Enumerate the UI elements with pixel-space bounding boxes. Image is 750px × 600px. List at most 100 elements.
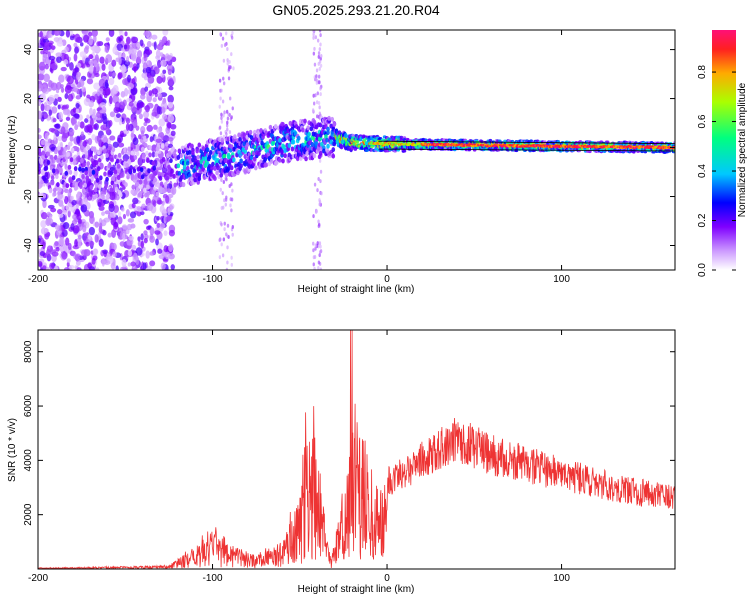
heatmap-cell <box>151 189 155 195</box>
heatmap-cell <box>69 62 74 71</box>
heatmap-cell <box>136 42 141 48</box>
heatmap-cell <box>332 121 337 127</box>
heatmap-cell <box>159 181 164 187</box>
heatmap-cell <box>81 249 88 257</box>
heatmap-cell <box>245 142 250 148</box>
heatmap-cell <box>109 170 114 176</box>
heatmap-cell <box>73 42 78 48</box>
heatmap-cell <box>42 193 47 199</box>
heatmap-cell <box>131 36 139 44</box>
heatmap-cell <box>114 186 119 192</box>
heatmap-cell <box>61 251 68 260</box>
heatmap-cell <box>52 187 57 193</box>
heatmap-cell <box>99 56 105 64</box>
heatmap-cell <box>146 124 154 132</box>
heatmap-cell <box>38 61 46 71</box>
heatmap-cell <box>55 123 61 129</box>
heatmap-cell <box>317 100 321 105</box>
heatmap-cell <box>74 33 81 43</box>
heatmap-cell <box>109 187 114 193</box>
heatmap-cell <box>113 169 118 175</box>
heatmap-cell <box>109 135 116 141</box>
heatmap-cell <box>207 154 212 160</box>
heatmap-cell <box>44 56 51 66</box>
heatmap-cell <box>84 118 89 124</box>
heatmap-cell <box>46 159 51 165</box>
heatmap-cell <box>65 116 71 121</box>
heatmap-cell <box>115 265 119 270</box>
heatmap-cell <box>219 172 224 178</box>
heatmap-cell <box>126 239 131 246</box>
heatmap-cell <box>117 211 122 217</box>
heatmap-cell <box>97 183 102 189</box>
heatmap-cell <box>226 260 229 265</box>
heatmap-cell <box>38 110 43 120</box>
heatmap-cell <box>319 42 322 47</box>
heatmap-cell <box>130 189 135 195</box>
heatmap-cell <box>99 222 103 230</box>
heatmap-cell <box>123 44 128 50</box>
heatmap-cell <box>69 135 74 142</box>
heatmap-cell <box>223 110 226 115</box>
heatmap-cell <box>79 121 85 129</box>
heatmap-cell <box>97 202 102 207</box>
heatmap-cell <box>136 103 140 111</box>
heatmap-cell <box>331 147 336 153</box>
heatmap-cell <box>226 61 229 66</box>
heatmap-cell <box>135 125 140 131</box>
heatmap-cell <box>225 232 228 237</box>
heatmap-cell <box>130 87 138 95</box>
heatmap-cell <box>157 248 163 254</box>
heatmap-cell <box>176 163 181 169</box>
heatmap-cell <box>230 208 233 213</box>
heatmap-cell <box>181 182 186 188</box>
heatmap-cell <box>153 186 157 191</box>
heatmap-cell <box>102 229 107 236</box>
heatmap-cell <box>215 170 219 176</box>
heatmap-cell <box>105 126 110 134</box>
heatmap-cell <box>220 222 223 227</box>
heatmap-cell <box>93 82 101 90</box>
snr-x-axis-label: Height of straight line (km) <box>298 584 415 595</box>
heatmap-cell <box>139 167 144 173</box>
heatmap-cell <box>196 154 201 160</box>
heatmap-cell <box>163 230 168 236</box>
heatmap-cell <box>105 176 109 182</box>
heatmap-cell <box>127 250 133 257</box>
heatmap-cell <box>290 146 295 152</box>
heatmap-cell <box>319 244 322 249</box>
heatmap-cell <box>280 149 284 155</box>
heatmap-cell <box>344 133 348 139</box>
heatmap-cell <box>238 137 242 143</box>
heatmap-cell <box>319 250 322 255</box>
heatmap-cell <box>58 199 64 207</box>
heatmap-cell <box>129 165 133 171</box>
heatmap-cell <box>58 237 65 246</box>
heatmap-cell <box>71 175 76 181</box>
heatmap-cell <box>316 188 319 193</box>
x-tick-label: 100 <box>553 274 570 285</box>
heatmap-cell <box>132 197 139 205</box>
heatmap-cell <box>227 154 232 160</box>
heatmap-cell <box>145 250 150 259</box>
heatmap-cell <box>218 78 222 83</box>
heatmap-cell <box>155 138 163 143</box>
heatmap-cell <box>168 243 174 253</box>
heatmap-cell <box>76 74 81 81</box>
heatmap-cell <box>64 188 69 194</box>
heatmap-cell <box>145 49 153 55</box>
heatmap-cell <box>58 213 64 218</box>
heatmap-cell <box>312 51 316 56</box>
heatmap-cell <box>136 62 140 69</box>
heatmap-cell <box>166 55 173 60</box>
heatmap-cell <box>219 131 223 136</box>
heatmap-cell <box>38 99 42 107</box>
heatmap-cell <box>86 161 91 167</box>
heatmap-cell <box>162 30 169 36</box>
heatmap-cell <box>50 82 58 91</box>
heatmap-cell <box>48 188 53 194</box>
heatmap-cell <box>42 30 47 37</box>
heatmap-cell <box>103 148 107 154</box>
heatmap-cell <box>79 181 83 187</box>
